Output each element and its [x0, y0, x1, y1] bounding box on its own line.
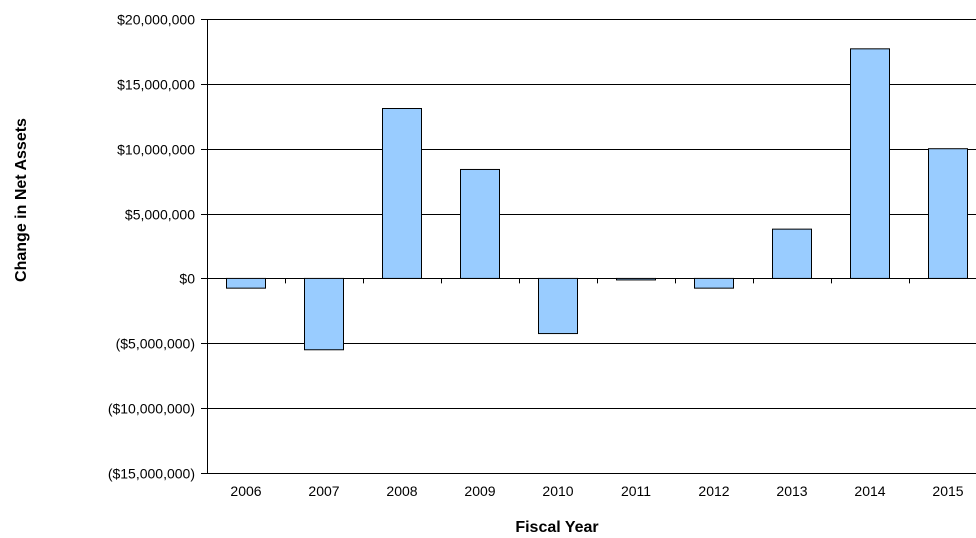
x-tick-label: 2008	[386, 483, 417, 499]
bar	[772, 228, 812, 279]
bar	[538, 277, 578, 335]
bars	[226, 48, 968, 351]
axes	[201, 19, 910, 474]
y-axis-title: Change in Net Assets	[13, 118, 30, 282]
bar	[616, 277, 656, 281]
bar	[382, 108, 422, 279]
y-tick-label: $10,000,000	[117, 142, 195, 158]
x-tick-label: 2006	[230, 483, 261, 499]
bar	[460, 168, 500, 279]
tick-labels: $20,000,000 $15,000,000 $10,000,000 $5,000,…	[108, 12, 964, 500]
y-tick-label: $0	[179, 271, 195, 287]
x-axis-title: Fiscal Year	[515, 519, 598, 536]
x-tick-label: 2013	[776, 483, 807, 499]
x-tick-label: 2010	[542, 483, 573, 499]
x-tick-label: 2012	[698, 483, 729, 499]
y-tick-label: ($15,000,000)	[108, 466, 195, 482]
x-tick-label: 2015	[932, 483, 963, 499]
y-tick-label: ($5,000,000)	[116, 336, 195, 352]
y-tick-label: ($10,000,000)	[108, 401, 195, 417]
x-tick-label: 2014	[854, 483, 885, 499]
y-tick-label: $20,000,000	[117, 12, 195, 28]
x-tick-label: 2007	[308, 483, 339, 499]
bar	[850, 48, 890, 279]
bar	[304, 277, 344, 351]
x-tick-label: 2011	[621, 483, 651, 499]
y-tick-label: $15,000,000	[117, 77, 195, 93]
bar	[928, 148, 968, 279]
y-tick-label: $5,000,000	[125, 207, 195, 223]
bar	[226, 277, 266, 289]
x-tick-label: 2009	[464, 483, 495, 499]
bar	[694, 277, 734, 289]
